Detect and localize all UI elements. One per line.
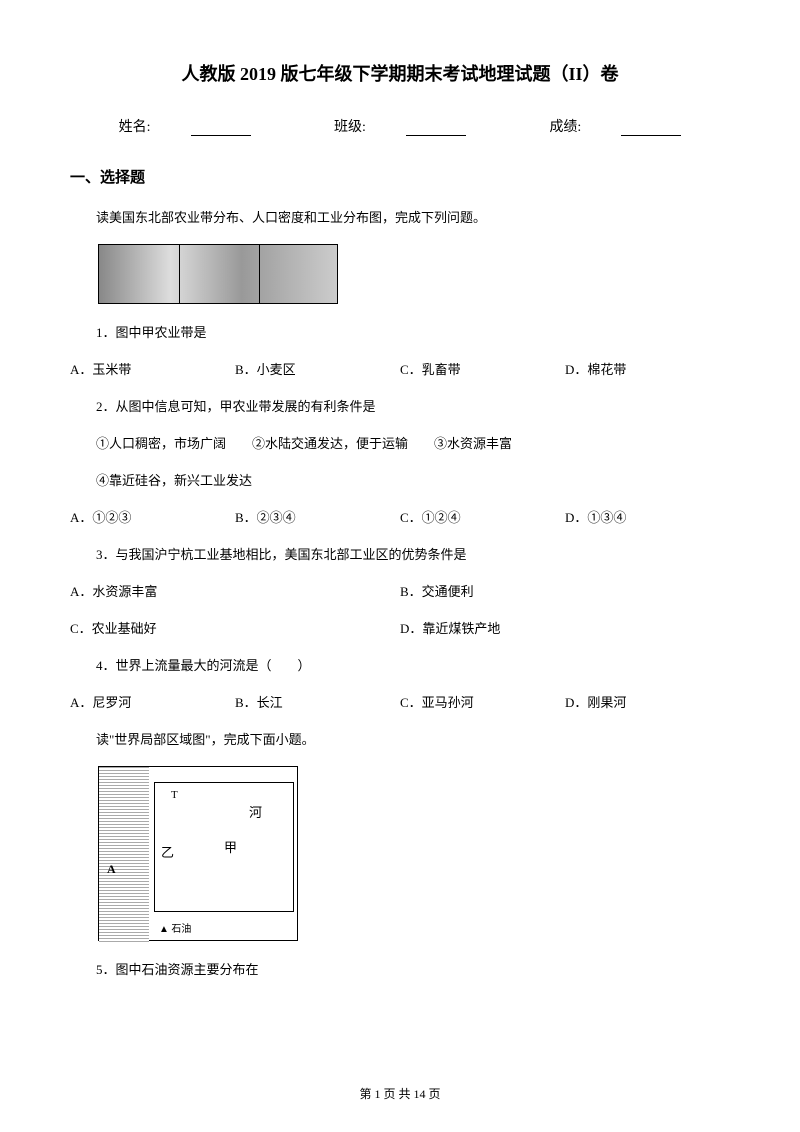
question-1-options: A．玉米带 B．小麦区 C．乳畜带 D．棉花带 <box>70 359 730 378</box>
class-blank[interactable] <box>406 135 466 136</box>
question-4: 4．世界上流量最大的河流是（ ） <box>70 655 730 674</box>
page-footer: 第 1 页 共 14 页 <box>0 1085 800 1102</box>
option-3d: D．靠近煤铁产地 <box>400 618 730 637</box>
intro-paragraph-2: 读"世界局部区域图"，完成下面小题。 <box>70 729 730 748</box>
option-2c: C．①②④ <box>400 507 565 526</box>
class-label: 班级: <box>314 120 486 135</box>
question-2-conditions-2: ④靠近硅谷，新兴工业发达 <box>70 470 730 489</box>
option-4b: B．长江 <box>235 692 400 711</box>
option-2a: A．①②③ <box>70 507 235 526</box>
question-3-options: A．水资源丰富 B．交通便利 C．农业基础好 D．靠近煤铁产地 <box>70 581 730 637</box>
option-1d: D．棉花带 <box>565 359 730 378</box>
question-2-conditions-1: ①人口稠密，市场广阔 ②水陆交通发达，便于运输 ③水资源丰富 <box>70 433 730 452</box>
score-label: 成绩: <box>529 120 701 135</box>
student-info-line: 姓名: 班级: 成绩: <box>70 116 730 136</box>
map-strip-image <box>98 244 338 304</box>
name-blank[interactable] <box>191 135 251 136</box>
option-2d: D．①③④ <box>565 507 730 526</box>
option-2b: B．②③④ <box>235 507 400 526</box>
section-heading: 一、选择题 <box>70 166 730 187</box>
map-label-a: A <box>107 862 116 877</box>
option-4a: A．尼罗河 <box>70 692 235 711</box>
question-5: 5．图中石油资源主要分布在 <box>70 959 730 978</box>
map-label-yi: 乙 <box>161 842 174 861</box>
map-label-jia: 甲 <box>224 837 237 856</box>
option-1b: B．小麦区 <box>235 359 400 378</box>
option-3c: C．农业基础好 <box>70 618 400 637</box>
option-3a: A．水资源丰富 <box>70 581 400 600</box>
question-4-options: A．尼罗河 B．长江 C．亚马孙河 D．刚果河 <box>70 692 730 711</box>
option-1a: A．玉米带 <box>70 359 235 378</box>
map-label-t: T <box>171 789 178 801</box>
question-2-options: A．①②③ B．②③④ C．①②④ D．①③④ <box>70 507 730 526</box>
intro-paragraph-1: 读美国东北部农业带分布、人口密度和工业分布图，完成下列问题。 <box>70 207 730 226</box>
option-1c: C．乳畜带 <box>400 359 565 378</box>
question-1: 1．图中甲农业带是 <box>70 322 730 341</box>
map-left-region <box>99 767 149 942</box>
question-3: 3．与我国沪宁杭工业基地相比，美国东北部工业区的优势条件是 <box>70 544 730 563</box>
score-blank[interactable] <box>621 135 681 136</box>
question-2: 2．从图中信息可知，甲农业带发展的有利条件是 <box>70 396 730 415</box>
exam-title: 人教版 2019 版七年级下学期期末考试地理试题（II）卷 <box>70 60 730 86</box>
map-legend: ▲ 石油 <box>159 920 191 935</box>
option-4d: D．刚果河 <box>565 692 730 711</box>
option-4c: C．亚马孙河 <box>400 692 565 711</box>
map-label-he: 河 <box>249 802 262 821</box>
figure-1 <box>98 244 730 304</box>
name-label: 姓名: <box>99 120 271 135</box>
figure-2: A T 乙 甲 河 ▲ 石油 <box>98 766 298 941</box>
option-3b: B．交通便利 <box>400 581 730 600</box>
